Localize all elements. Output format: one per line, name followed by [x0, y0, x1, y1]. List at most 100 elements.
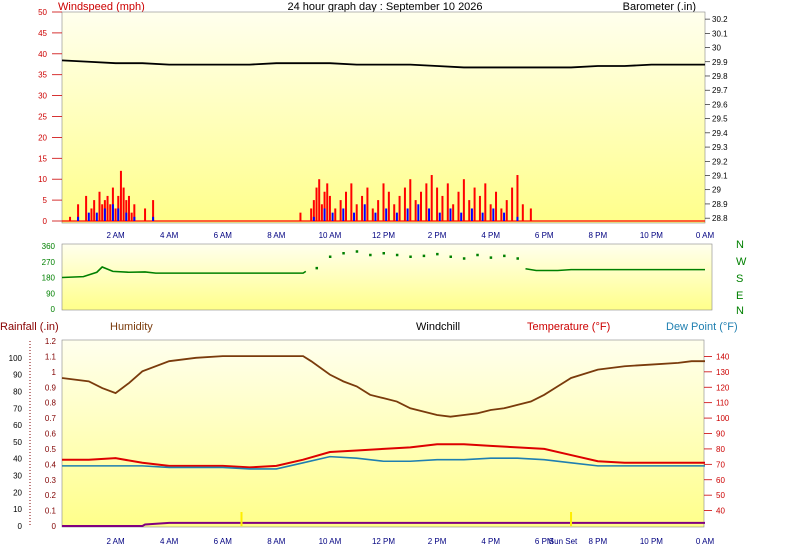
windspeed-tick-label: 5 [43, 196, 48, 205]
direction-point [409, 255, 412, 258]
humidity-tick-label: 40 [13, 455, 22, 464]
windspeed-tick-label: 30 [38, 92, 47, 101]
temperature-tick-label: 100 [716, 414, 730, 423]
barometer-tick-label: 30 [712, 44, 721, 53]
barometer-tick-label: 29.9 [712, 58, 728, 67]
direction-panel [61, 243, 713, 311]
windspeed-tick-label: 45 [38, 29, 47, 38]
wind-x-tick-label: 4 PM [481, 231, 500, 240]
direction-point [516, 257, 519, 260]
temperature-tick-label: 40 [716, 507, 725, 516]
temperature-tick-label: 90 [716, 430, 725, 439]
barometer-line [61, 59, 705, 69]
wind-x-tick-label: 4 AM [160, 231, 179, 240]
dewpoint-legend: Dew Point (°F) [666, 321, 738, 333]
humidity-tick-label: 100 [9, 354, 23, 363]
rainfall-tick-label: 1.1 [45, 352, 57, 361]
temp-x-tick-label: 4 PM [481, 537, 500, 546]
direction-tick-label: 270 [42, 258, 56, 267]
temp-x-tick-label: 10 AM [319, 537, 342, 546]
rainfall-tick-label: 0.7 [45, 414, 57, 423]
temp-x-tick-label: 8 AM [267, 537, 286, 546]
temperature-tick-label: 130 [716, 368, 730, 377]
temperature-tick-label: 140 [716, 352, 730, 361]
temperature-tick-label: 110 [716, 399, 729, 408]
barometer-tick-label: 28.9 [712, 200, 728, 209]
compass-label: S [736, 273, 743, 285]
rainfall-tick-label: 0.2 [45, 491, 57, 500]
temp-x-tick-label: 10 PM [640, 537, 663, 546]
windspeed-axis-label: Windspeed (mph) [58, 1, 145, 13]
wind-x-tick-label: 2 PM [428, 231, 447, 240]
rainfall-tick-label: 1 [52, 368, 57, 377]
rainfall-tick-label: 0.6 [45, 430, 57, 439]
temperature-line [62, 443, 705, 469]
wind-x-tick-label: 2 AM [106, 231, 125, 240]
humidity-tick-label: 70 [13, 404, 22, 413]
rainfall-tick-label: 0.3 [45, 476, 57, 485]
barometer-axis-label: Barometer (.in) [623, 1, 696, 13]
direction-point [328, 255, 332, 258]
direction-tick-label: 0 [51, 305, 56, 314]
windspeed-tick-label: 50 [38, 8, 47, 17]
direction-point [395, 253, 399, 257]
temperature-tick-label: 120 [716, 383, 730, 392]
compass-label: E [736, 290, 743, 302]
direction-tick-label: 180 [42, 274, 56, 283]
wind-x-tick-label: 10 PM [640, 231, 663, 240]
wind-x-tick-label: 8 PM [588, 231, 607, 240]
temperature-legend: Temperature (°F) [527, 321, 610, 333]
barometer-tick-label: 29.5 [712, 115, 728, 124]
direction-point [382, 252, 385, 255]
temp-x-tick-label: 12 PM [372, 537, 395, 546]
wind-x-tick-label: 12 PM [372, 231, 395, 240]
barometer-tick-label: 29.4 [712, 129, 728, 138]
rainfall-tick-label: 0.9 [45, 383, 57, 392]
humidity-tick-label: 80 [13, 387, 22, 396]
barometer-tick-label: 29.1 [712, 172, 728, 181]
temp-x-tick-label: 6 PM [535, 537, 554, 546]
windchill-legend: Windchill [416, 321, 460, 333]
windspeed-tick-label: 40 [38, 50, 47, 59]
direction-point [489, 256, 493, 259]
direction-point [476, 253, 479, 257]
direction-point [342, 252, 345, 255]
temp-x-tick-label: 2 PM [428, 537, 447, 546]
wind-x-tick-label: 0 AM [696, 231, 715, 240]
barometer-tick-label: 29.8 [712, 72, 728, 81]
barometer-tick-label: 29 [712, 186, 721, 195]
windspeed-tick-label: 35 [38, 71, 47, 80]
humidity-legend: Humidity [110, 321, 153, 333]
rainfall-legend: Rainfall (.in) [0, 321, 59, 333]
wind-x-tick-label: 6 PM [535, 231, 554, 240]
temp-x-tick-label: 6 AM [214, 537, 233, 546]
direction-line-morning [61, 266, 307, 279]
humidity-tick-label: 10 [13, 505, 22, 514]
humidity-tick-label: 90 [13, 371, 22, 380]
rainfall-tick-label: 0.5 [45, 445, 57, 454]
direction-point [449, 255, 452, 258]
rainfall-line [62, 521, 705, 527]
rainfall-tick-label: 0 [52, 522, 57, 531]
direction-point [369, 253, 372, 257]
barometer-tick-label: 30.1 [712, 29, 728, 38]
dewpoint-line [62, 455, 705, 470]
direction-point [315, 266, 319, 270]
temp-x-tick-label: 0 AM [696, 537, 715, 546]
direction-point [422, 254, 426, 258]
windspeed-tick-label: 20 [38, 133, 47, 142]
humidity-tick-label: 60 [13, 421, 22, 430]
wind-x-tick-label: 10 AM [319, 231, 342, 240]
rainfall-tick-label: 0.1 [45, 507, 57, 516]
sunset-label: Sun Set [549, 537, 578, 546]
direction-point [436, 252, 439, 256]
direction-line-evening [525, 267, 705, 272]
compass-label: N [736, 239, 744, 251]
humidity-tick-label: 30 [13, 472, 22, 481]
compass-label: W [736, 256, 747, 268]
temperature-tick-label: 60 [716, 476, 725, 485]
direction-point [462, 257, 466, 260]
rainfall-tick-label: 0.4 [45, 460, 57, 469]
temp-x-tick-label: 8 PM [588, 537, 607, 546]
